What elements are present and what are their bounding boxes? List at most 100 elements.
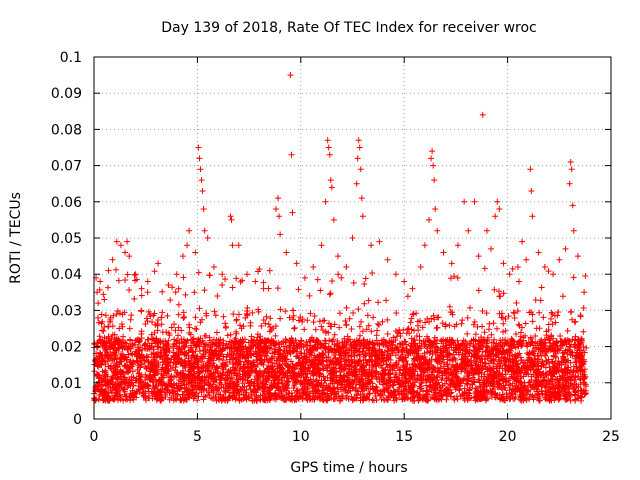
roti-point-dense [434, 324, 441, 331]
roti-point-dense [314, 276, 321, 283]
roti-point-dense [431, 316, 438, 323]
roti-point-dense [393, 310, 400, 317]
roti-point-dense [536, 309, 543, 316]
roti-point-dense [319, 317, 326, 324]
roti-point-dense [572, 318, 579, 325]
roti-point-dense [196, 305, 203, 312]
roti-point-dense [481, 371, 488, 378]
roti-point-dense [167, 297, 174, 304]
roti-point-dense [192, 325, 199, 332]
roti-point-dense [159, 329, 166, 336]
roti-point-dense [181, 344, 188, 351]
roti-point-dense [202, 345, 209, 352]
roti-point-dense [475, 287, 482, 294]
roti-point-dense [375, 321, 382, 328]
roti-point-dense [127, 316, 134, 323]
roti-point-dense [221, 388, 228, 395]
roti-point-dense [481, 265, 488, 272]
roti-point-dense [186, 329, 193, 336]
roti-point-dense [178, 327, 185, 334]
roti-point-dense [312, 326, 319, 333]
roti-point-dense [362, 275, 369, 282]
roti-point-dense [276, 361, 283, 368]
roti-point-dense [121, 309, 128, 316]
roti-point-dense [249, 360, 256, 367]
roti-point-dense [178, 359, 185, 366]
roti-point-dense [186, 367, 193, 374]
roti-point-dense [188, 353, 195, 360]
roti-point-dense [192, 314, 199, 321]
roti-point-dense [540, 314, 547, 321]
roti-point-dense [446, 303, 453, 310]
roti-point-dense [506, 387, 513, 394]
roti-point-dense [331, 331, 338, 338]
roti-point-dense [356, 332, 363, 339]
roti-point-dense [222, 324, 229, 331]
roti-point-dense [408, 326, 415, 333]
roti-point-dense [499, 328, 506, 335]
roti-point-dense [486, 320, 493, 327]
roti-point-dense [522, 332, 529, 339]
roti-point-dense [419, 324, 426, 331]
roti-point-dense [230, 310, 237, 317]
roti-point-dense [577, 313, 584, 320]
roti-point-dense [180, 274, 187, 281]
roti-point-dense [106, 355, 113, 362]
roti-point-dense [357, 394, 364, 401]
roti-point-dense [384, 331, 391, 338]
roti-point-dense [329, 277, 336, 284]
roti-point-dense [572, 359, 579, 366]
roti-point-dense [416, 333, 423, 340]
roti-point-dense [502, 361, 509, 368]
roti-point-dense [148, 331, 155, 338]
roti-point-dense [224, 332, 231, 339]
roti-point-dense [442, 321, 449, 328]
roti-point-dense [277, 315, 284, 322]
roti-point-dense [339, 339, 346, 346]
roti-point-dense [518, 379, 525, 386]
roti-point-dense [370, 314, 377, 321]
roti-point-dense [491, 372, 498, 379]
roti-point-dense [265, 358, 272, 365]
roti-point-dense [213, 385, 220, 392]
roti-point-dense [557, 333, 564, 340]
roti-point-dense [361, 281, 368, 288]
roti-point-dense [500, 355, 507, 362]
roti-point-dense [526, 309, 533, 316]
roti-point-dense [326, 291, 333, 298]
roti-point-dense [260, 316, 267, 323]
roti-point-dense [112, 266, 119, 273]
roti-point-dense [318, 323, 325, 330]
roti-point-dense [166, 347, 173, 354]
roti-point-dense [375, 299, 382, 306]
roti-point-dense [102, 348, 109, 355]
roti-point-dense [545, 268, 552, 275]
roti-point-dense [223, 385, 230, 392]
roti-point-dense [502, 315, 509, 322]
roti-point-dense [182, 343, 189, 350]
roti-point-dense [175, 301, 182, 308]
roti-point-dense [481, 329, 488, 336]
roti-point-dense [548, 309, 555, 316]
roti-point-dense [526, 395, 533, 402]
roti-point-dense [113, 311, 120, 318]
roti-point-dense [426, 318, 433, 325]
roti-point-dense [525, 388, 532, 395]
roti-point-dense [499, 314, 506, 321]
roti-point-dense [233, 275, 240, 282]
roti-point-dense [272, 332, 279, 339]
roti-point-dense [219, 281, 226, 288]
roti-point-dense [209, 340, 216, 347]
roti-point-dense [235, 311, 242, 318]
roti-point-dense [116, 325, 123, 332]
roti-point-dense [94, 344, 101, 351]
roti-point-dense [321, 317, 328, 324]
roti-point-dense [458, 320, 465, 327]
roti-point-dense [286, 314, 293, 321]
roti-point-dense [352, 384, 359, 391]
roti-point-dense [291, 324, 298, 331]
roti-point-dense [138, 292, 145, 299]
roti-point-dense [424, 349, 431, 356]
roti-point-dense [170, 352, 177, 359]
roti-point-dense [197, 319, 204, 326]
